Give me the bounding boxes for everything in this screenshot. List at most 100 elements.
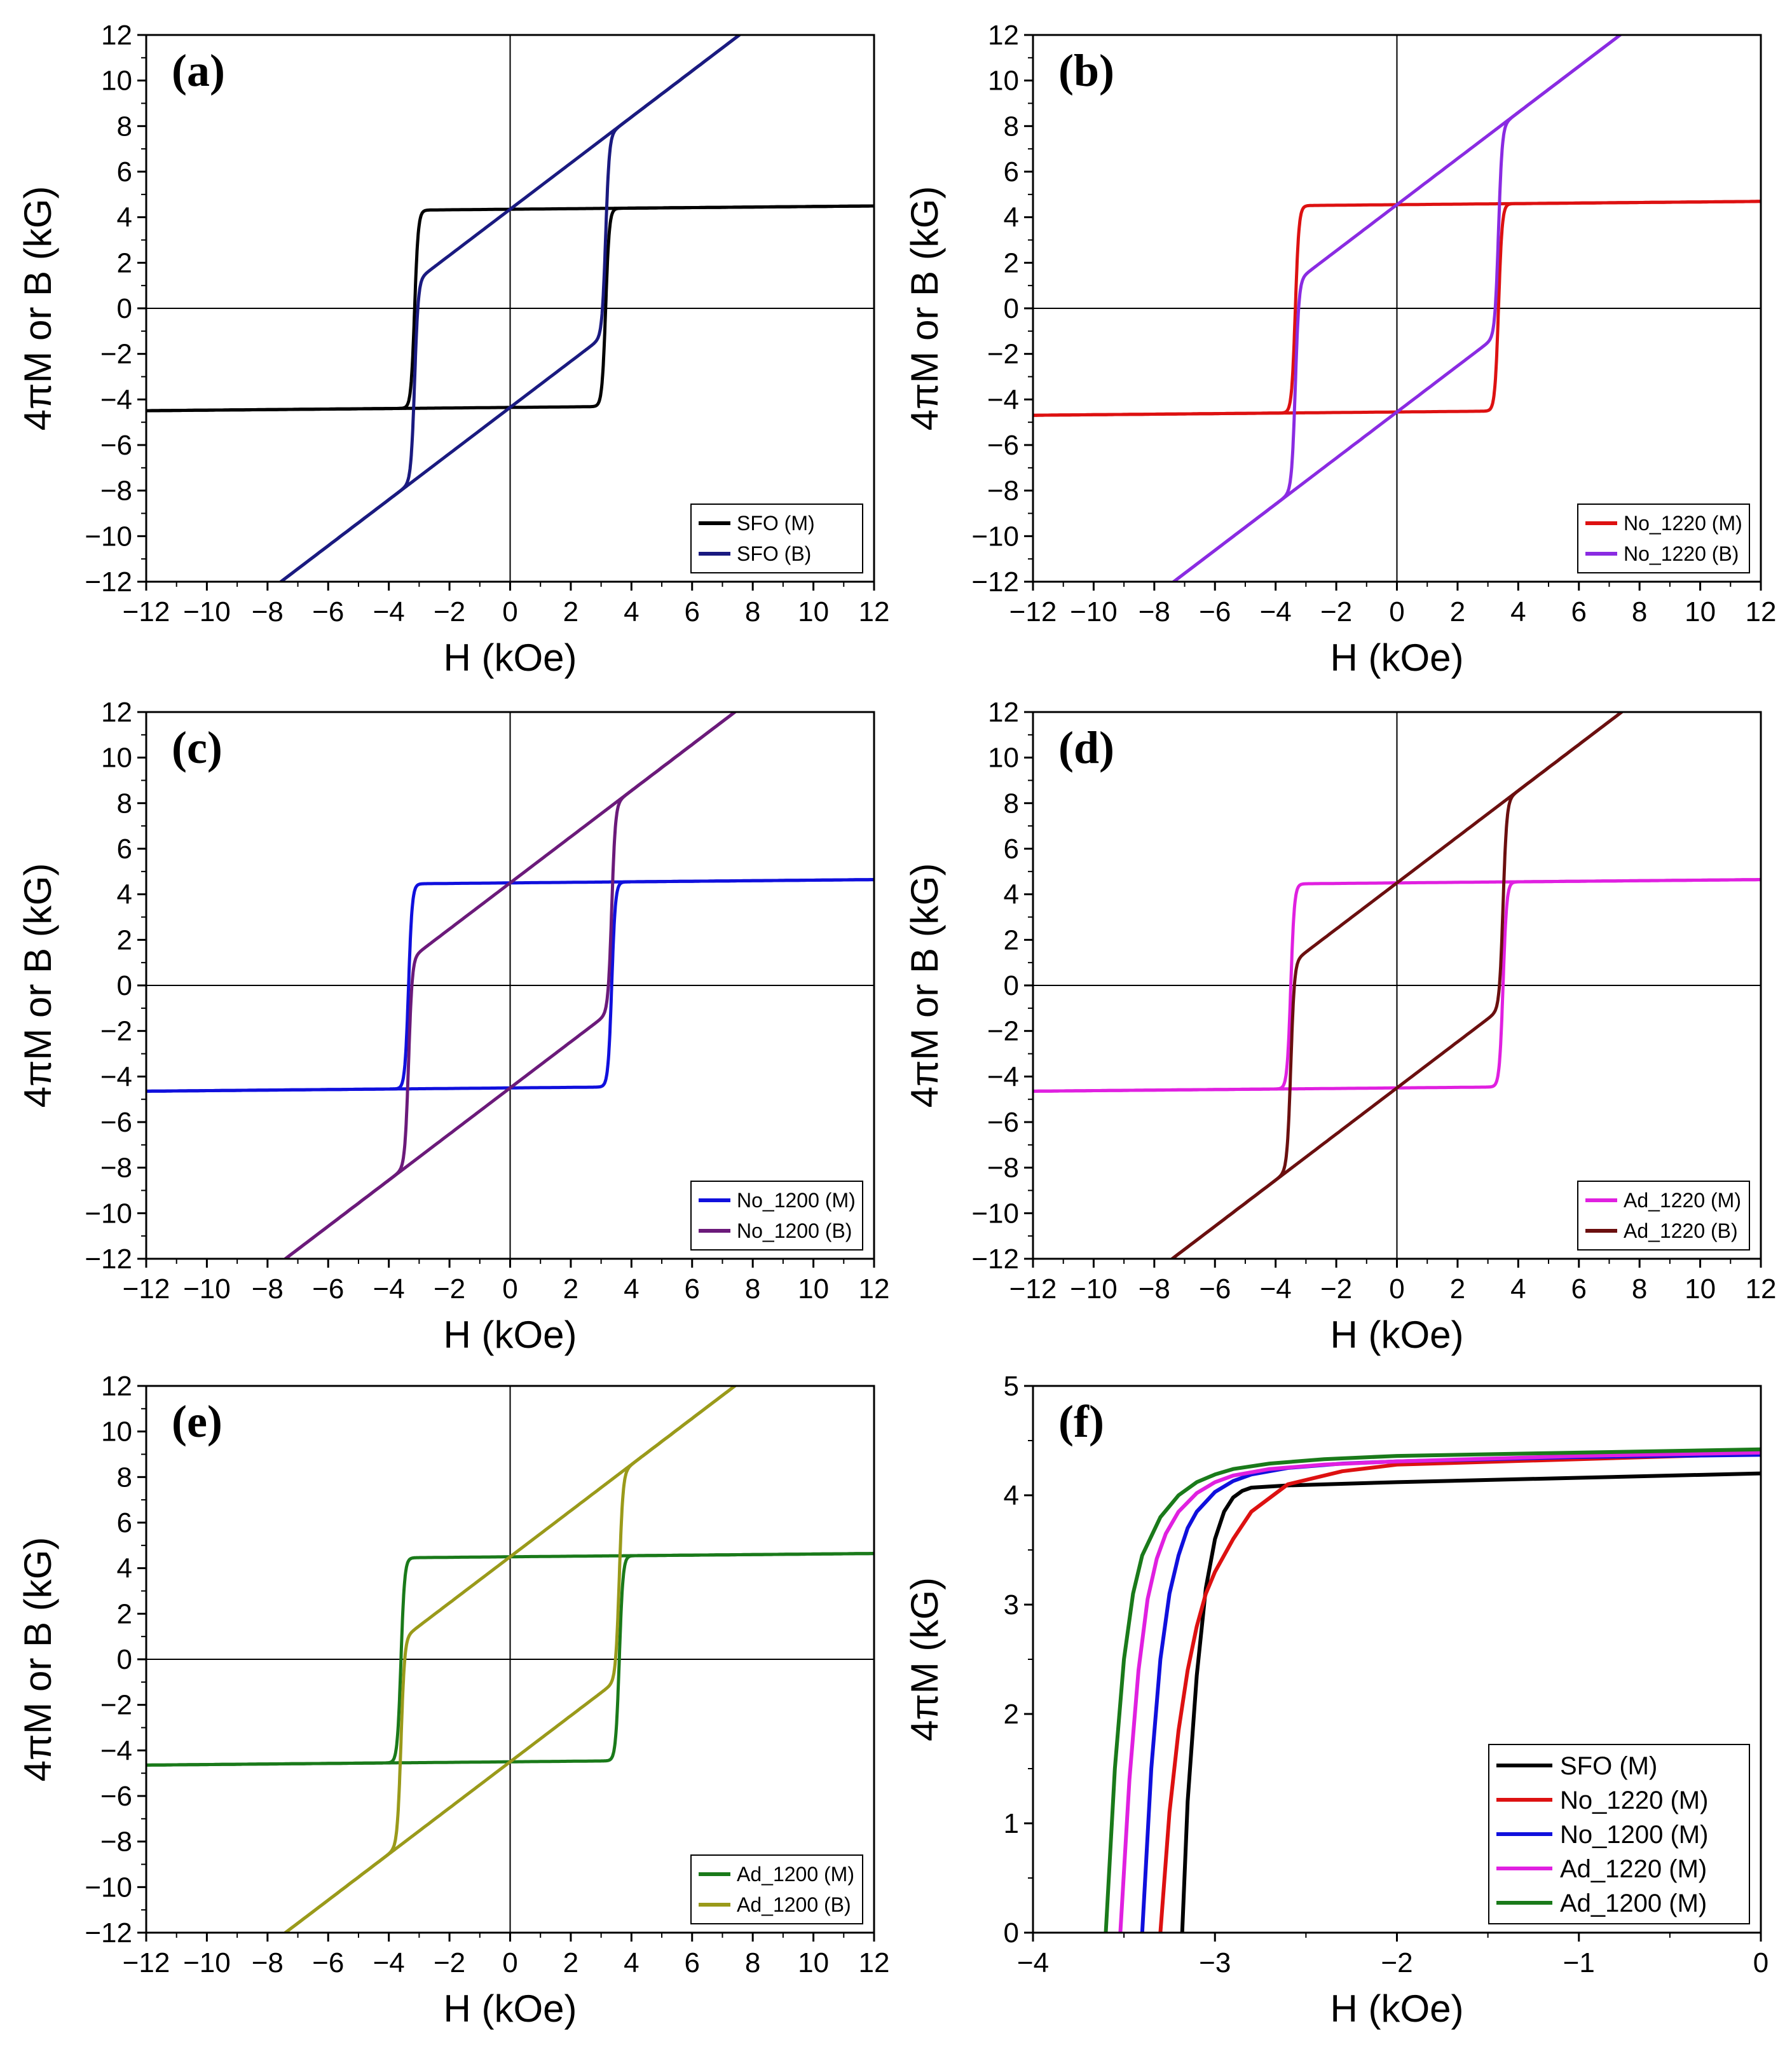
x-tick-label: 4 <box>624 1273 639 1305</box>
y-tick-label: −6 <box>100 430 132 461</box>
y-tick-label: 6 <box>1004 156 1019 188</box>
y-tick-label: 10 <box>101 1416 132 1448</box>
x-tick-label: −4 <box>1260 1273 1292 1305</box>
legend-entry-label: SFO (M) <box>1560 1752 1657 1780</box>
y-tick-label: −12 <box>85 1917 132 1949</box>
y-tick-label: −4 <box>100 384 132 415</box>
x-tick-label: −6 <box>312 596 344 627</box>
legend-box <box>1577 504 1750 573</box>
y-tick-label: −8 <box>987 1153 1019 1184</box>
x-tick-label: 4 <box>624 1947 639 1978</box>
panel-d: −12 −10 −8 −6 −4 −2 0 2 4 6 8 10 12 −12 −10 −8 −6 −4 −2 0 2 4… <box>903 697 1777 1356</box>
legend-box <box>1577 1181 1750 1251</box>
y-tick-label: 0 <box>1004 970 1019 1001</box>
series-line-no-1220-m- <box>1158 1451 1761 1933</box>
series-line-ad-1200-b--descending <box>282 1386 738 1933</box>
legend-entry-label: SFO (M) <box>737 512 815 535</box>
legend-entry-label: No_1220 (B) <box>1624 542 1739 565</box>
y-tick-label: 12 <box>101 697 132 728</box>
x-tick-label: 10 <box>1685 596 1716 627</box>
x-tick-label: −2 <box>1320 596 1352 627</box>
y-tick-label: 8 <box>1004 111 1019 142</box>
x-tick-label: 0 <box>1389 596 1404 627</box>
panel-label: (d) <box>1058 722 1114 773</box>
x-tick-label: 2 <box>1450 1273 1465 1305</box>
x-tick-label: −10 <box>1070 1273 1118 1305</box>
x-tick-label: −2 <box>434 596 465 627</box>
y-tick-label: 2 <box>117 1598 132 1629</box>
y-tick-label: 2 <box>117 247 132 278</box>
y-tick-label: −2 <box>987 1016 1019 1047</box>
y-tick-label: −10 <box>971 521 1019 552</box>
x-tick-label: 8 <box>745 596 760 627</box>
x-tick-label: −4 <box>373 1273 405 1305</box>
x-tick-label: 2 <box>563 1273 578 1305</box>
x-tick-label: 2 <box>563 1947 578 1978</box>
x-tick-label: −10 <box>183 1947 231 1978</box>
y-tick-label: 8 <box>117 1462 132 1493</box>
x-tick-label: 0 <box>502 1947 517 1978</box>
y-tick-label: −8 <box>100 1153 132 1184</box>
x-tick-label: −4 <box>1017 1947 1049 1978</box>
y-tick-label: 2 <box>1004 1699 1019 1730</box>
x-tick-label: 12 <box>1746 596 1777 627</box>
y-tick-label: 2 <box>1004 924 1019 956</box>
series-group <box>1033 35 1761 582</box>
y-tick-label: 5 <box>1004 1371 1019 1402</box>
x-tick-label: −4 <box>373 596 405 627</box>
series-line-ad-1220-m- <box>1118 1450 1761 1933</box>
y-tick-label: −2 <box>100 339 132 370</box>
y-tick-label: 8 <box>117 788 132 819</box>
x-axis-title: H (kOe) <box>1330 1313 1464 1356</box>
x-tick-label: −8 <box>252 596 284 627</box>
x-tick-label: 6 <box>685 1273 700 1305</box>
x-tick-label: −2 <box>434 1273 465 1305</box>
y-tick-label: −10 <box>971 1198 1019 1229</box>
y-tick-label: −8 <box>100 476 132 507</box>
y-tick-label: 6 <box>1004 833 1019 865</box>
x-tick-label: 12 <box>859 596 890 627</box>
legend: No_1200 (M) No_1200 (B) <box>690 1181 863 1251</box>
legend: Ad_1220 (M) Ad_1220 (B) <box>1577 1181 1750 1251</box>
y-tick-label: −12 <box>971 1244 1019 1275</box>
x-tick-label: −12 <box>123 596 170 627</box>
y-axis-title: 4πM or B (kG) <box>17 863 59 1108</box>
x-tick-label: −1 <box>1563 1947 1595 1978</box>
x-axis-title: H (kOe) <box>444 636 577 679</box>
legend-entry-label: Ad_1200 (M) <box>1560 1889 1707 1917</box>
y-tick-label: 10 <box>101 65 132 97</box>
legend: No_1220 (M) No_1220 (B) <box>1577 504 1750 573</box>
y-axis-title: 4πM or B (kG) <box>903 186 946 431</box>
y-tick-label: 0 <box>117 293 132 324</box>
panel-e: −12 −10 −8 −6 −4 −2 0 2 4 6 8 10 12 −12 −10 −8 −6 −4 −2 0 2 4… <box>17 1371 889 2030</box>
y-tick-label: 12 <box>101 1371 132 1402</box>
legend-box <box>690 1854 863 1924</box>
x-tick-label: 12 <box>1746 1273 1777 1305</box>
y-tick-label: 6 <box>117 833 132 865</box>
legend: SFO (M) SFO (B) <box>690 504 863 573</box>
legend-box <box>690 1181 863 1251</box>
series-line-ad-1220-b--descending <box>1169 712 1625 1259</box>
y-tick-label: −4 <box>100 1735 132 1766</box>
series-line-ad-1200-m- <box>1104 1447 1761 1933</box>
x-tick-label: 8 <box>1632 1273 1647 1305</box>
y-tick-label: 4 <box>117 1553 132 1584</box>
x-tick-label: −12 <box>1009 596 1057 627</box>
y-axis-title: 4πM or B (kG) <box>903 863 946 1108</box>
y-tick-label: −10 <box>85 1872 132 1903</box>
x-tick-label: −10 <box>183 596 231 627</box>
y-axis-title: 4πM or B (kG) <box>17 1537 59 1782</box>
legend-entry-label: Ad_1220 (M) <box>1560 1855 1707 1883</box>
x-tick-label: −8 <box>252 1273 284 1305</box>
x-tick-label: 2 <box>1450 596 1465 627</box>
x-axis-title: H (kOe) <box>1330 636 1464 679</box>
legend-box <box>690 504 863 573</box>
panel-label: (e) <box>172 1396 222 1447</box>
legend-entry-label: No_1200 (B) <box>737 1219 852 1242</box>
series-group <box>1104 1447 1761 1933</box>
x-tick-label: 6 <box>1571 1273 1587 1305</box>
x-tick-label: 6 <box>1571 596 1587 627</box>
series-line-sfo-b--descending <box>278 35 742 582</box>
legend-entry-label: No_1200 (M) <box>737 1189 856 1212</box>
y-tick-label: 12 <box>988 20 1019 51</box>
